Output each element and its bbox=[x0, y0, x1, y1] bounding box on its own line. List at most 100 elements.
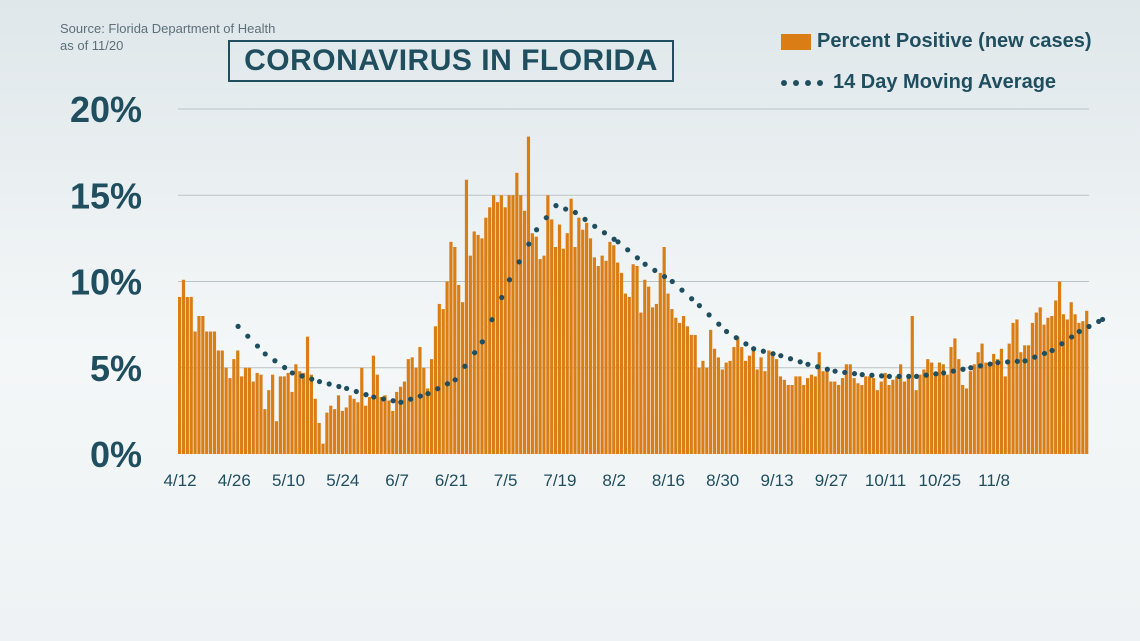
legend-label-bars: Percent Positive (new cases) bbox=[817, 30, 1092, 52]
moving-average-point bbox=[309, 376, 315, 382]
bar bbox=[999, 348, 1004, 454]
bar bbox=[209, 331, 213, 454]
bar bbox=[499, 195, 503, 454]
moving-average-point bbox=[716, 321, 722, 327]
bar bbox=[1015, 319, 1019, 454]
moving-average-point bbox=[805, 361, 811, 367]
moving-average-point bbox=[326, 381, 332, 387]
bar bbox=[476, 234, 480, 454]
moving-average-point bbox=[553, 203, 559, 209]
bar bbox=[488, 207, 492, 454]
bar bbox=[588, 238, 593, 455]
bar bbox=[519, 195, 523, 454]
bar bbox=[922, 369, 926, 454]
bar bbox=[398, 386, 403, 454]
moving-average-point bbox=[435, 386, 441, 392]
bar bbox=[697, 367, 701, 454]
moving-average-point bbox=[824, 366, 830, 372]
moving-average-point bbox=[859, 372, 865, 378]
bar bbox=[852, 378, 856, 454]
bar bbox=[941, 364, 945, 454]
bar bbox=[554, 247, 558, 454]
bar bbox=[957, 359, 961, 455]
bar bbox=[914, 390, 918, 454]
bar bbox=[298, 371, 302, 454]
legend-swatch-bar bbox=[781, 33, 811, 50]
x-tick-label: 10/11 bbox=[865, 471, 906, 490]
bar bbox=[891, 379, 895, 454]
bar bbox=[495, 202, 500, 454]
bar bbox=[325, 412, 329, 454]
bar bbox=[871, 378, 876, 454]
bar bbox=[437, 303, 441, 454]
bar bbox=[1034, 312, 1038, 454]
bar bbox=[751, 350, 755, 454]
bar bbox=[464, 179, 469, 454]
moving-average-point bbox=[770, 351, 776, 357]
x-tick-label: 7/19 bbox=[543, 471, 576, 490]
bar bbox=[391, 410, 395, 455]
bar bbox=[480, 238, 484, 455]
bar bbox=[840, 378, 845, 454]
bar bbox=[778, 376, 783, 455]
bar bbox=[755, 369, 759, 454]
legend-label-line: 14 Day Moving Average bbox=[833, 71, 1057, 93]
bar bbox=[309, 374, 313, 454]
bar bbox=[367, 397, 372, 454]
bar bbox=[348, 395, 352, 454]
bar bbox=[410, 357, 414, 454]
moving-average-point bbox=[417, 393, 423, 399]
legend-item-line: 14 Day Moving Average bbox=[778, 71, 1056, 94]
bar bbox=[918, 374, 922, 454]
x-tick-label: 5/10 bbox=[272, 471, 305, 490]
bar bbox=[961, 385, 965, 454]
moving-average-point bbox=[661, 273, 668, 280]
bar bbox=[251, 381, 255, 454]
bar bbox=[701, 360, 705, 454]
bar bbox=[740, 347, 744, 454]
bar bbox=[379, 397, 383, 454]
bar bbox=[371, 355, 376, 454]
bar bbox=[484, 217, 488, 454]
bar bbox=[802, 385, 806, 454]
bar bbox=[619, 272, 624, 455]
bar bbox=[616, 262, 620, 454]
moving-average-point bbox=[723, 328, 730, 335]
bar bbox=[984, 362, 988, 454]
bar bbox=[716, 357, 721, 454]
bar bbox=[1069, 302, 1073, 454]
bar bbox=[685, 326, 690, 454]
bar bbox=[441, 309, 445, 454]
bar bbox=[899, 364, 903, 454]
moving-average-point bbox=[1049, 347, 1055, 354]
moving-average-point bbox=[371, 394, 377, 400]
bar bbox=[782, 379, 786, 454]
bar bbox=[243, 367, 248, 454]
moving-average-point bbox=[471, 350, 478, 356]
bar bbox=[193, 331, 197, 454]
bar bbox=[786, 385, 790, 454]
bar bbox=[592, 257, 596, 454]
moving-average-point bbox=[778, 353, 784, 359]
x-tick-label: 10/25 bbox=[919, 471, 962, 490]
moving-average-point bbox=[452, 377, 458, 383]
bar bbox=[1050, 316, 1054, 454]
moving-average-point bbox=[842, 369, 848, 376]
bar bbox=[647, 286, 651, 454]
bar bbox=[720, 369, 724, 454]
moving-average-point bbox=[282, 364, 288, 371]
bar bbox=[585, 222, 589, 454]
bar bbox=[565, 233, 569, 454]
bar bbox=[728, 360, 732, 454]
x-tick-label: 6/7 bbox=[385, 471, 409, 490]
bar bbox=[212, 331, 217, 454]
moving-average-point bbox=[760, 348, 766, 354]
moving-average-point bbox=[652, 267, 658, 274]
bar bbox=[1077, 322, 1081, 454]
bar bbox=[181, 279, 186, 454]
bar bbox=[1007, 343, 1011, 454]
bar bbox=[837, 385, 841, 454]
bar bbox=[821, 371, 825, 454]
bar bbox=[201, 316, 205, 454]
moving-average-point bbox=[886, 373, 892, 379]
